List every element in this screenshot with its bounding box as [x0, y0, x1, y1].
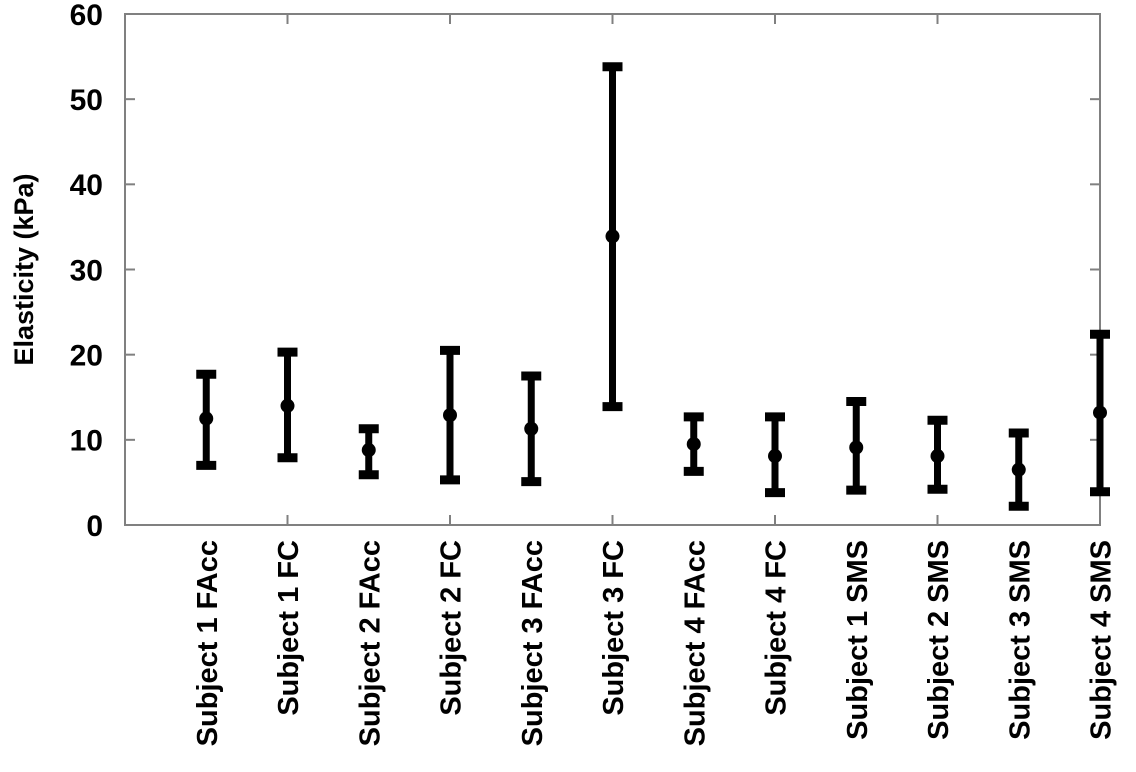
- mean-dot: [361, 443, 376, 458]
- x-tick-label: Subject 4 FAcc: [679, 540, 711, 746]
- y-tick-label: 10: [70, 425, 103, 458]
- mean-dot: [443, 408, 457, 423]
- mean-dot: [1011, 462, 1026, 477]
- y-tick-label: 0: [86, 510, 103, 543]
- x-tick-label: Subject 2 SMS: [923, 540, 955, 740]
- mean-dot: [930, 449, 945, 464]
- mean-dot: [849, 440, 864, 455]
- x-tick-label: Subject 2 FC: [436, 540, 468, 716]
- x-tick-label: Subject 2 FAcc: [354, 540, 386, 746]
- x-tick-label: Subject 1 FAcc: [192, 540, 224, 746]
- y-tick-label: 30: [70, 254, 103, 287]
- mean-dot: [605, 229, 620, 244]
- mean-dot: [280, 398, 295, 413]
- mean-dot: [768, 449, 782, 464]
- y-tick-label: 20: [70, 339, 103, 372]
- x-tick-label: Subject 4 FC: [761, 540, 793, 716]
- y-tick-label: 40: [70, 169, 103, 202]
- y-tick-label: 60: [70, 0, 103, 32]
- x-tick-label: Subject 4 SMS: [1086, 540, 1118, 740]
- y-tick-label: 50: [70, 84, 103, 117]
- x-tick-label: Subject 3 FAcc: [517, 540, 549, 746]
- mean-dot: [199, 411, 214, 426]
- mean-dot: [686, 437, 701, 452]
- x-tick-label: Subject 3 SMS: [1004, 540, 1036, 740]
- y-axis-title: Elasticity (kPa): [9, 173, 39, 365]
- mean-dot: [524, 421, 539, 436]
- x-tick-label: Subject 1 FC: [273, 540, 305, 716]
- x-tick-label: Subject 1 SMS: [842, 540, 874, 740]
- mean-dot: [1093, 405, 1107, 420]
- x-tick-label: Subject 3 FC: [598, 540, 630, 716]
